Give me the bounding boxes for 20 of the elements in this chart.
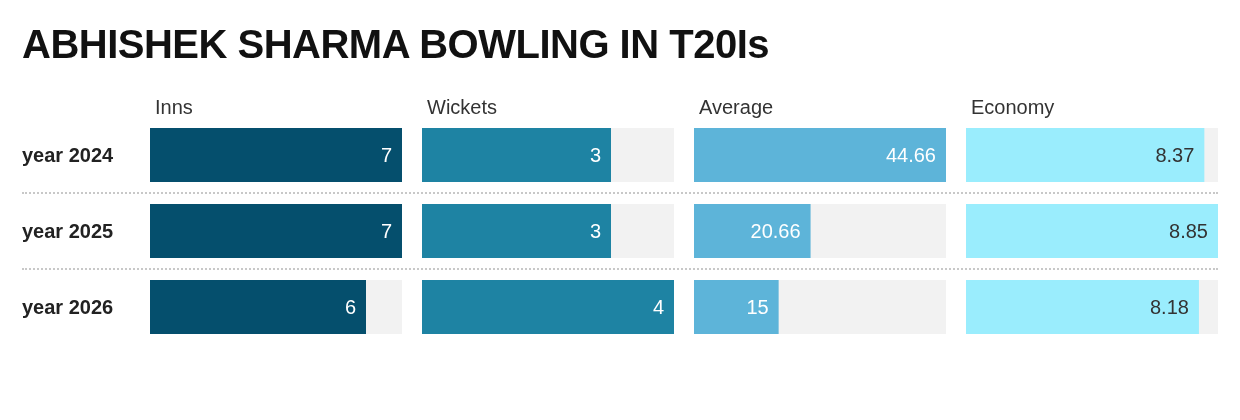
data-label: 20.66 xyxy=(750,220,801,242)
data-label: 44.66 xyxy=(885,144,936,166)
chart-subtitle: Inns xyxy=(155,96,193,118)
chart-subtitle: Average xyxy=(699,96,774,118)
data-label: 15 xyxy=(746,296,769,318)
chart-subtitle: Economy xyxy=(971,96,1055,118)
data-label: 6 xyxy=(344,296,356,318)
data-label: 8.18 xyxy=(1149,296,1189,318)
data-label: 3 xyxy=(589,220,601,242)
y-tick-label: year 2024 xyxy=(22,144,115,166)
data-label: 3 xyxy=(589,144,601,166)
y-tick-label: year 2025 xyxy=(22,220,114,242)
chart-title: ABHISHEK SHARMA BOWLING IN T20Is xyxy=(22,22,770,67)
data-label: 7 xyxy=(380,220,392,242)
data-label: 4 xyxy=(652,296,664,318)
data-label: 8.85 xyxy=(1169,220,1208,242)
chart-subtitle: Wickets xyxy=(427,96,497,118)
y-tick-label: year 2026 xyxy=(22,296,114,318)
data-label: 8.37 xyxy=(1155,144,1195,166)
data-label: 7 xyxy=(380,144,392,166)
